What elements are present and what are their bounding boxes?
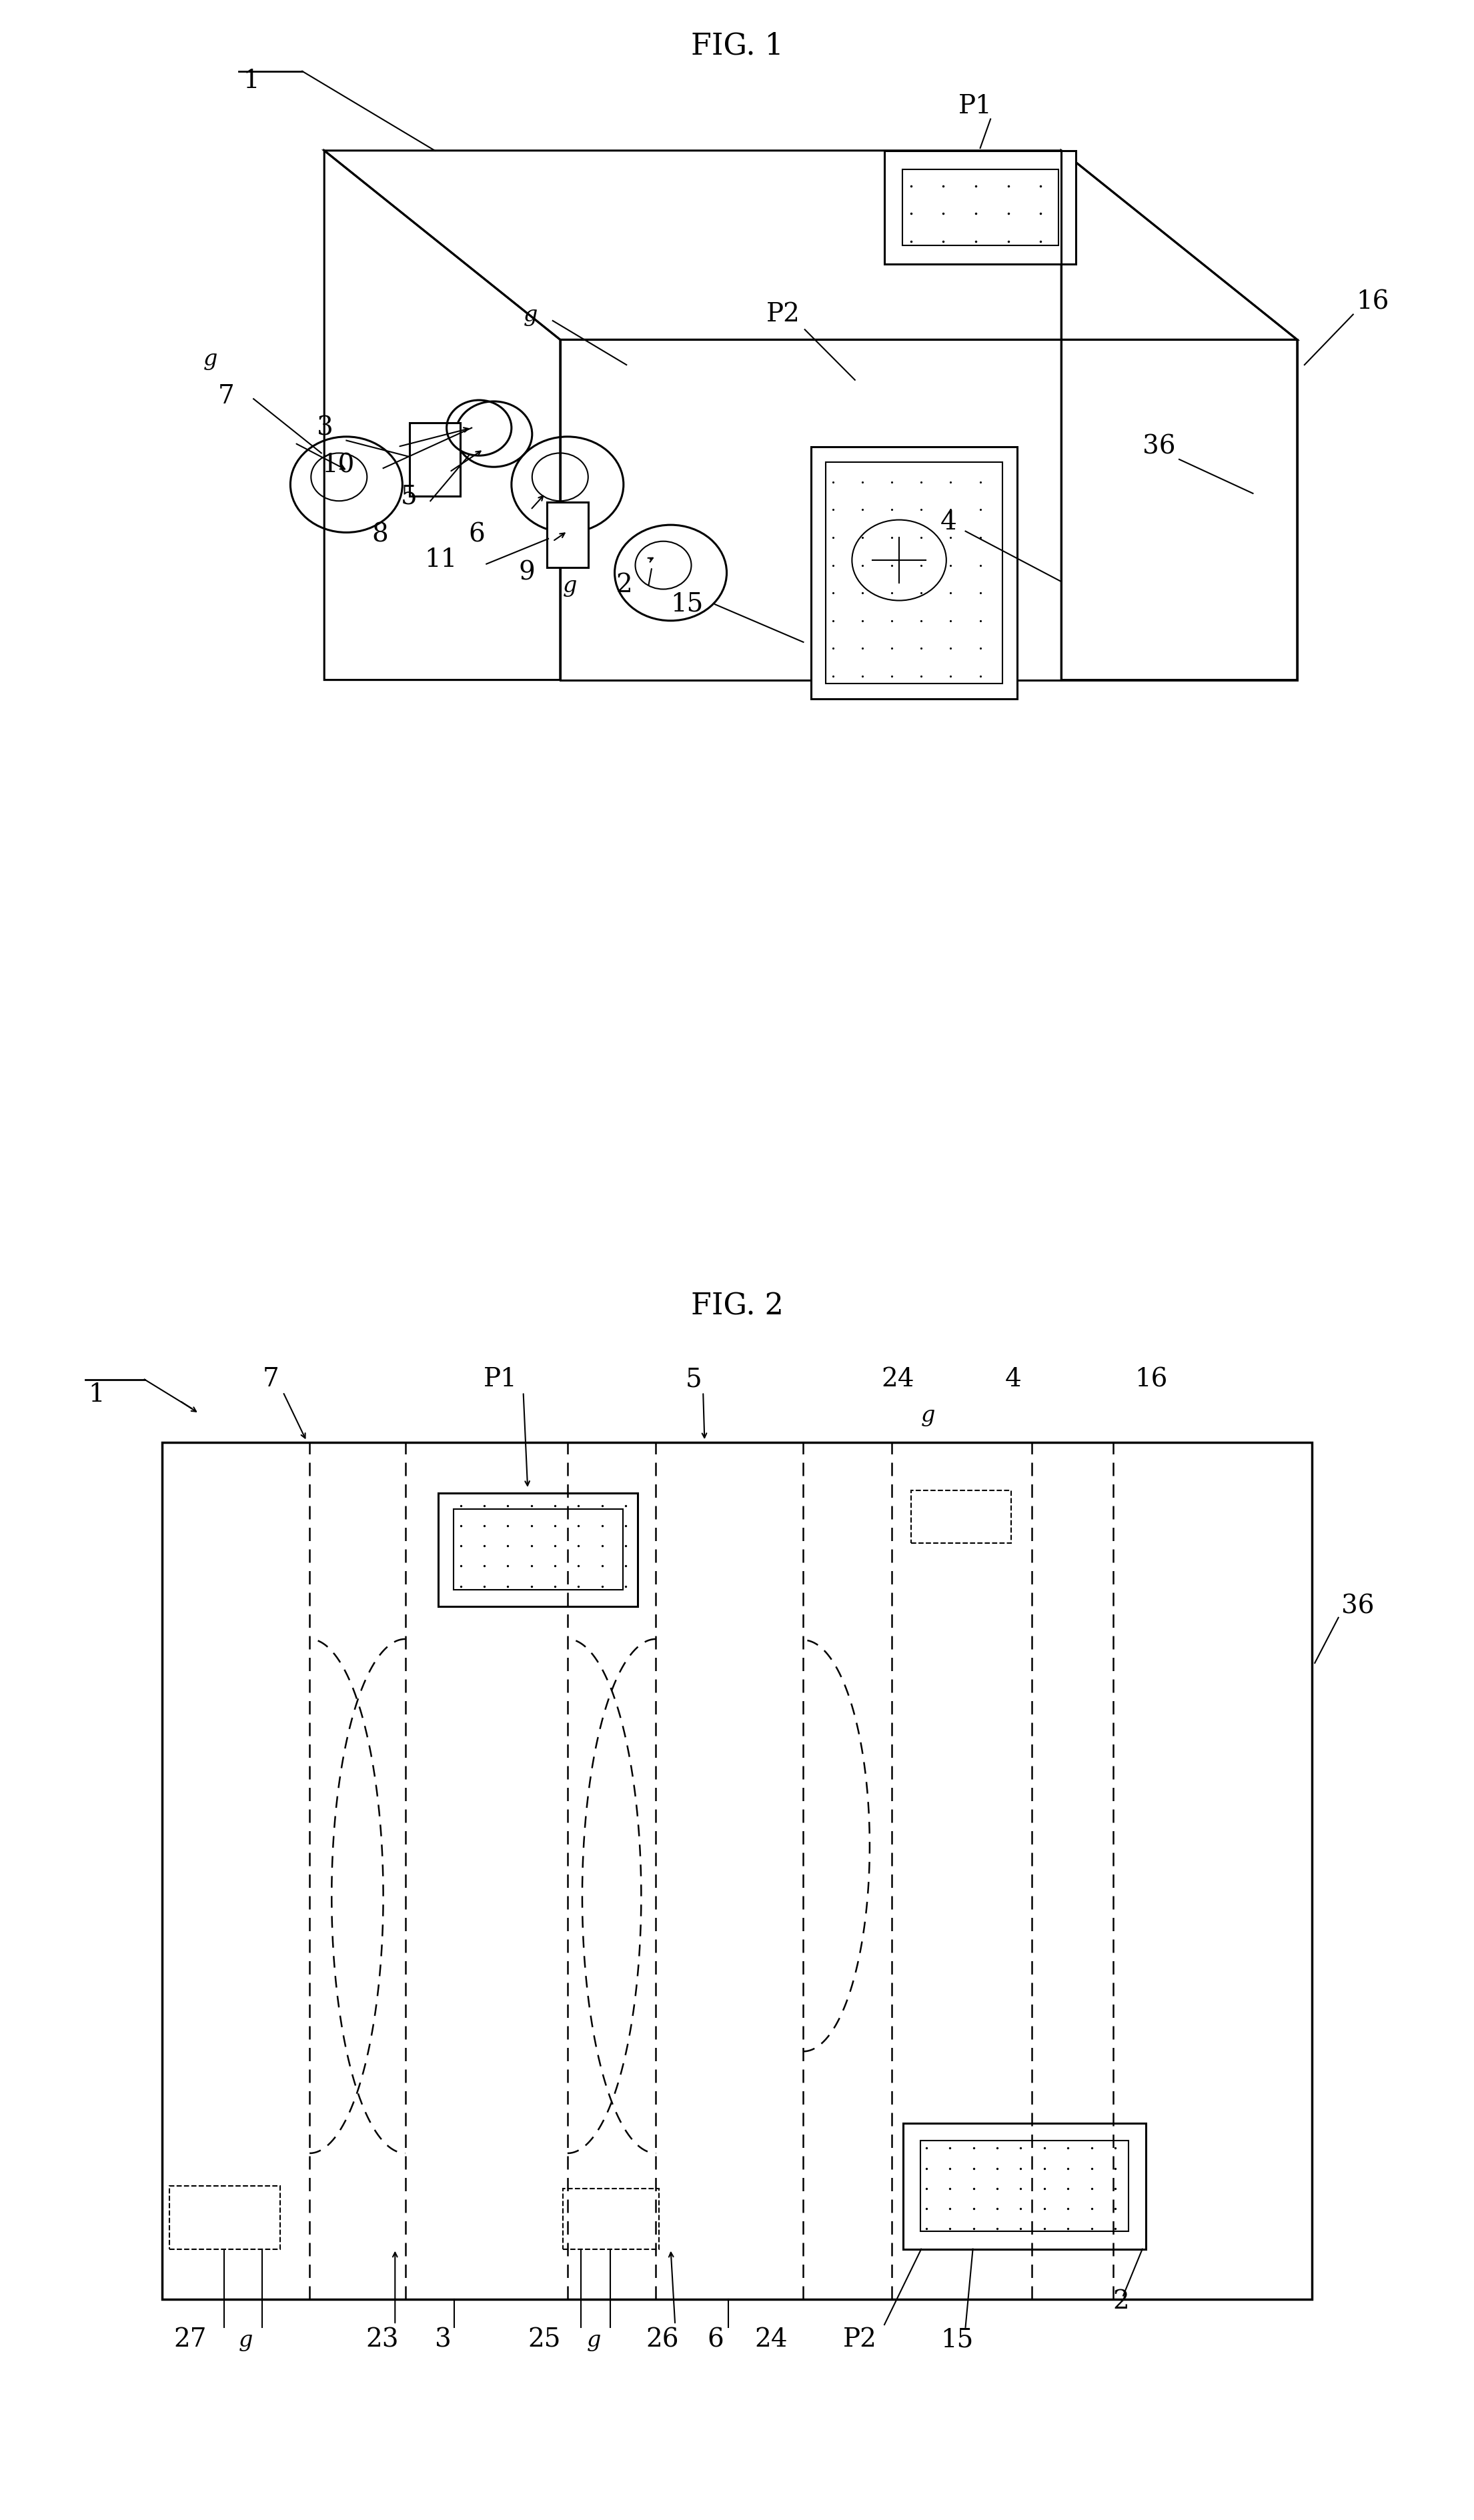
Bar [911,1492,1011,1542]
Text: P2: P2 [843,2326,877,2351]
Text: 7: 7 [262,1366,279,1391]
Text: FIG. 2: FIG. 2 [691,1290,783,1320]
Text: g: g [563,575,578,597]
Text: 15: 15 [671,592,703,617]
Bar [547,504,588,570]
Text: P1: P1 [958,93,992,118]
Text: 5: 5 [401,484,417,509]
Text: 36: 36 [1142,433,1175,459]
Text: 6: 6 [469,522,485,547]
Text: 27: 27 [174,2326,206,2351]
Text: 3: 3 [435,2326,451,2351]
Text: 24: 24 [755,2326,787,2351]
Text: 8: 8 [371,522,388,547]
Bar [170,2185,280,2248]
Bar [410,423,460,496]
Bar [162,1441,1312,2298]
Text: 3: 3 [317,416,333,441]
Text: g: g [203,348,218,370]
Text: 26: 26 [646,2326,678,2351]
Text: g: g [921,1404,936,1426]
Bar [902,2122,1147,2248]
Text: g: g [523,305,538,325]
Text: 24: 24 [881,1366,914,1391]
Text: P1: P1 [483,1366,517,1391]
Text: 16: 16 [1135,1366,1167,1391]
Text: 16: 16 [1356,290,1389,315]
Text: 2: 2 [616,572,632,597]
Text: 7: 7 [218,383,234,408]
Text: 5: 5 [685,1366,702,1391]
Bar [563,2187,659,2248]
Bar [454,1509,624,1590]
Text: 1: 1 [88,1381,105,1406]
Text: 1: 1 [243,68,259,93]
Text: 15: 15 [940,2326,973,2351]
Bar [884,151,1076,265]
Bar [811,449,1017,698]
Text: FIG. 1: FIG. 1 [691,33,783,60]
Bar [439,1492,638,1608]
Text: g: g [239,2328,254,2351]
Text: 10: 10 [321,454,354,479]
Text: 2: 2 [1113,2288,1129,2313]
Bar [902,171,1058,247]
Text: 25: 25 [528,2326,560,2351]
Text: 6: 6 [708,2326,724,2351]
Text: 11: 11 [425,547,457,572]
Text: 36: 36 [1341,1593,1374,1618]
Text: P2: P2 [766,302,800,328]
Text: 4: 4 [1005,1366,1021,1391]
Bar [825,464,1002,685]
Text: g: g [587,2328,601,2351]
Text: 23: 23 [366,2326,398,2351]
Text: 4: 4 [940,509,957,534]
Bar [920,2142,1129,2233]
Text: 9: 9 [519,559,535,585]
